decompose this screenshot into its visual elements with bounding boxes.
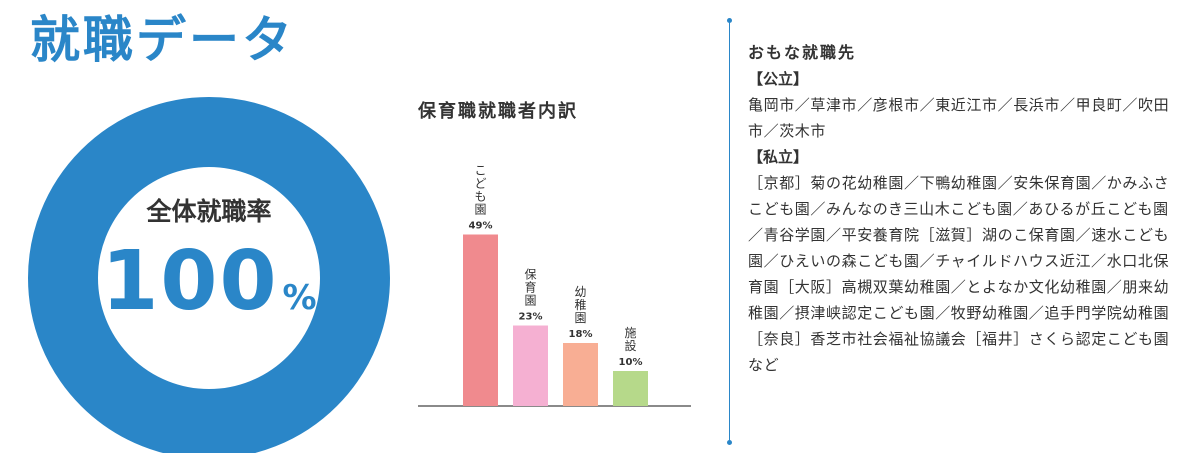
employers-title: おもな就職先 <box>748 43 857 62</box>
bar-category-label-1-char-4: 園 <box>474 203 486 217</box>
bar-value-label-3: 18% <box>569 329 593 340</box>
bar-2 <box>513 325 548 406</box>
bar-value-label-1: 49% <box>469 221 493 232</box>
bar-category-label-1-char-2: ど <box>474 177 486 191</box>
bar-category-label-2-char-1: 保 <box>524 268 536 282</box>
employment-rate-unit: % <box>282 278 317 318</box>
public-employers: 亀岡市／草津市／彦根市／東近江市／長浜市／甲良町／吹田市／茨木市 <box>748 96 1170 140</box>
public-heading: 【公立】 <box>748 70 809 88</box>
bar-value-label-2: 23% <box>519 312 543 323</box>
bar-category-label-1-char-1: こ <box>474 164 486 178</box>
bar-3 <box>563 343 598 406</box>
employment-rate-number: 100 <box>101 234 279 329</box>
bar-category-label-2-char-3: 園 <box>524 294 536 308</box>
chart-title: 保育職就職者内訳 <box>418 101 578 122</box>
employers-panel: おもな就職先 【公立】 亀岡市／草津市／彦根市／東近江市／長浜市／甲良町／吹田市… <box>748 40 1178 378</box>
employment-rate-label: 全体就職率 <box>146 197 272 226</box>
bar-value-label-4: 10% <box>619 357 643 368</box>
bar-category-label-4-char-2: 設 <box>624 338 636 353</box>
bar-chart: こども園 49% 保育園 23% 幼稚園 18% 施設 10% <box>418 135 698 415</box>
donut-ring <box>28 97 390 453</box>
donut-chart <box>28 97 390 453</box>
bar-category-label-3-char-2: 稚 <box>574 298 586 312</box>
divider-bottom-dot <box>727 440 732 445</box>
page-title: 就職データ <box>30 11 295 69</box>
bar-category-label-2-char-2: 育 <box>524 280 536 295</box>
bar-category-label-3-char-1: 幼 <box>574 285 586 299</box>
employment-rate-value: 100% <box>28 237 390 327</box>
private-heading: 【私立】 <box>748 148 809 166</box>
bar-1 <box>463 234 498 406</box>
employers-footer: など <box>748 356 780 374</box>
bar-category-label-3-char-3: 園 <box>574 311 586 325</box>
bar-category-label-4-char-1: 施 <box>624 326 636 340</box>
bar-4 <box>613 371 648 406</box>
bar-category-label-1-char-3: も <box>474 190 486 204</box>
divider-top-dot <box>727 18 732 23</box>
vertical-divider <box>727 18 732 445</box>
employment-rate-donut: 全体就職率 100% <box>28 97 390 453</box>
private-employers: ［京都］菊の花幼稚園／下鴨幼稚園／安朱保育園／かみふさこども園／みんなのき三山木… <box>748 174 1170 348</box>
